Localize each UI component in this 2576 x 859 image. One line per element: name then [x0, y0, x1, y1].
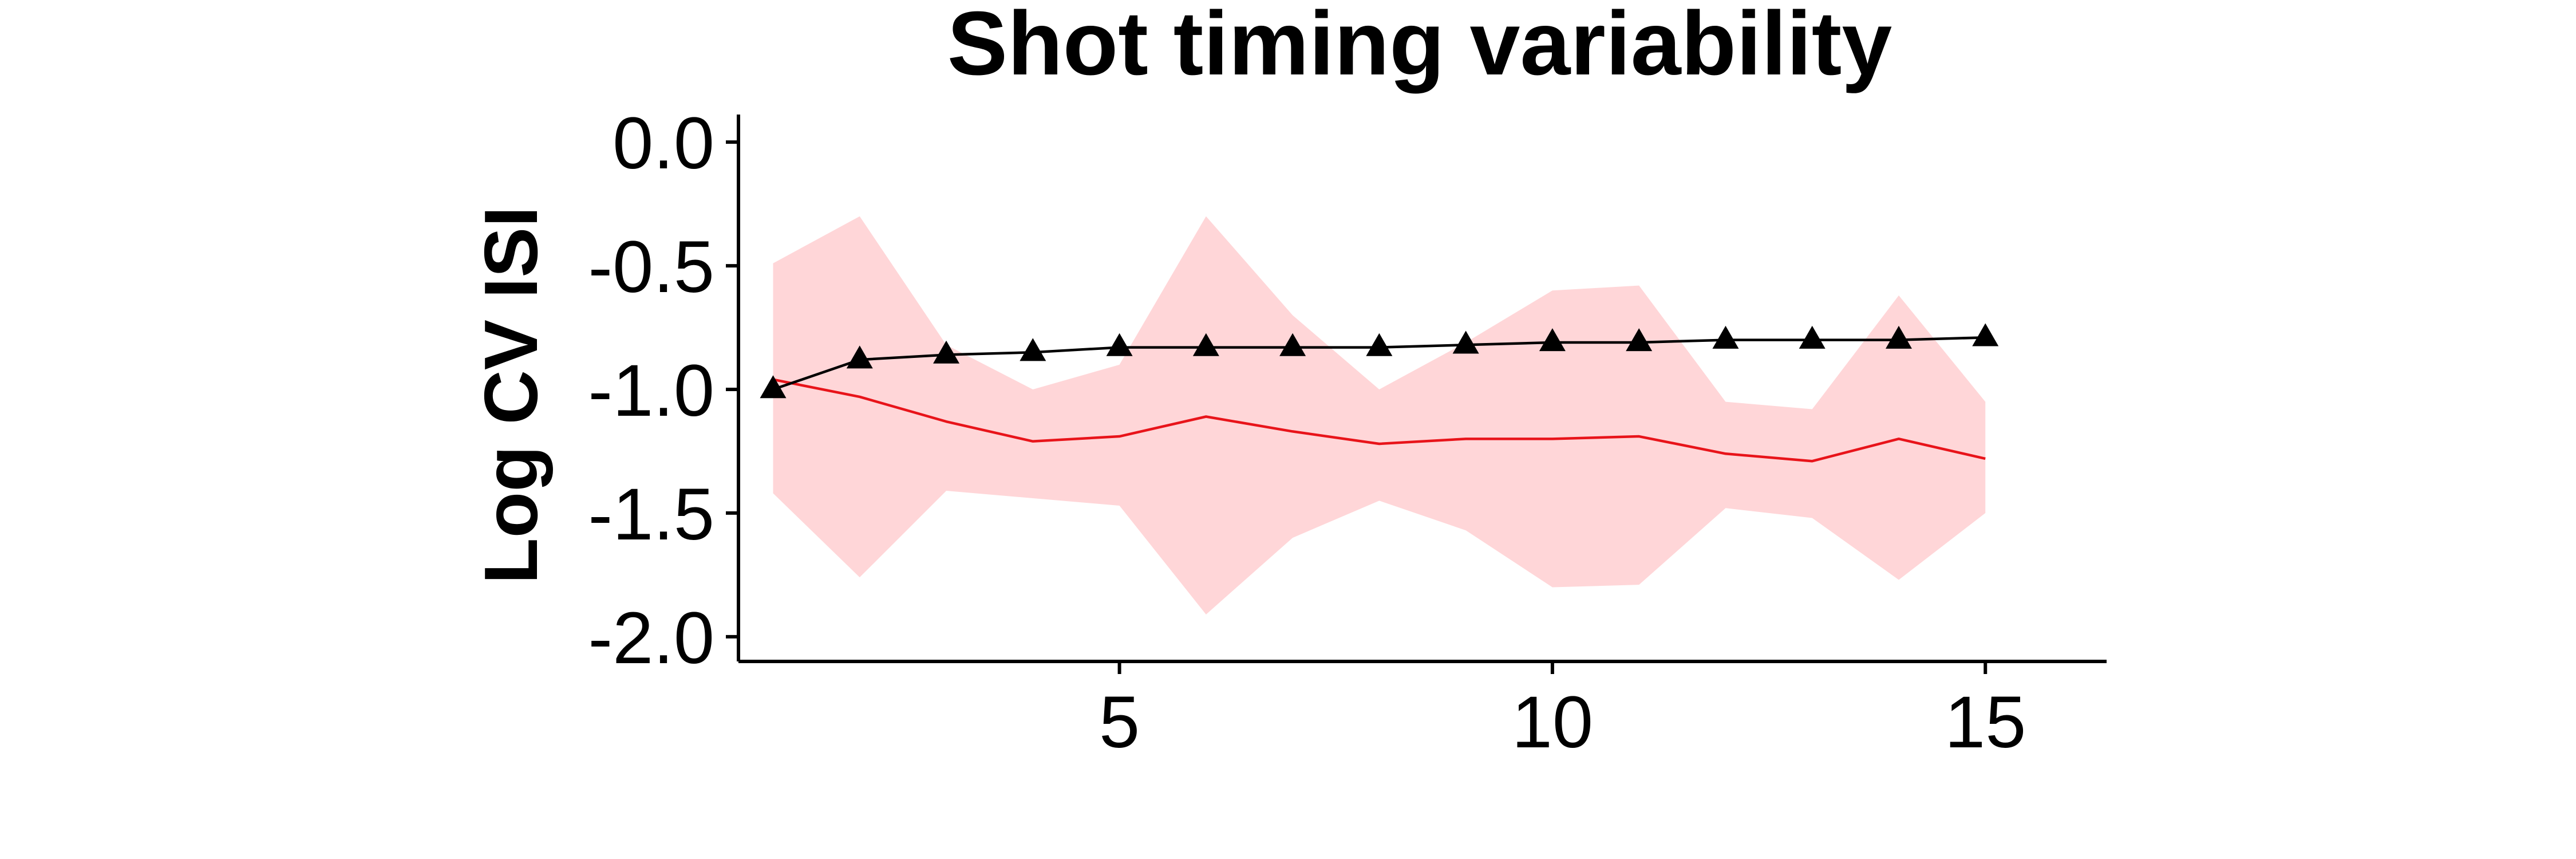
- data-point-marker: [1799, 325, 1826, 349]
- tick-labels: 0.0 -0.5 -1.0 -1.5 -2.0 5 10 15: [588, 103, 2026, 763]
- data-point-marker: [1712, 325, 1739, 349]
- data-point-marker: [1972, 323, 1999, 346]
- series-2: [760, 323, 1999, 399]
- y-tick-label: 0.0: [613, 103, 714, 184]
- series-1-line: [773, 378, 1986, 463]
- data-point-marker: [1366, 333, 1393, 356]
- data-point-marker: [1020, 338, 1046, 361]
- series-1: [773, 378, 1986, 463]
- data-point-marker: [1106, 333, 1133, 356]
- y-tick-label: -1.5: [588, 474, 714, 555]
- x-tick-label: 5: [1099, 681, 1140, 763]
- x-tick-label: 15: [1945, 681, 2026, 763]
- data-point-marker: [1452, 330, 1479, 354]
- data-point-marker: [760, 375, 787, 399]
- data-point-marker: [1192, 333, 1219, 356]
- confidence-band-layer: [773, 216, 1986, 614]
- series-layer: [760, 323, 1999, 463]
- chart-title: Shot timing variability: [947, 0, 1893, 94]
- data-point-marker: [1279, 333, 1306, 356]
- data-point-marker: [1626, 328, 1653, 352]
- y-tick-label: -0.5: [588, 226, 714, 308]
- y-tick-label: -1.0: [588, 350, 714, 432]
- confidence-band: [773, 216, 1986, 614]
- axes: [726, 115, 2107, 674]
- data-point-marker: [1539, 328, 1566, 352]
- y-axis-label: Log CV ISI: [469, 206, 553, 584]
- x-tick-label: 10: [1512, 681, 1593, 763]
- data-point-marker: [1885, 325, 1912, 349]
- data-point-marker: [933, 340, 960, 364]
- data-point-marker: [846, 345, 873, 369]
- y-tick-label: -2.0: [588, 597, 714, 679]
